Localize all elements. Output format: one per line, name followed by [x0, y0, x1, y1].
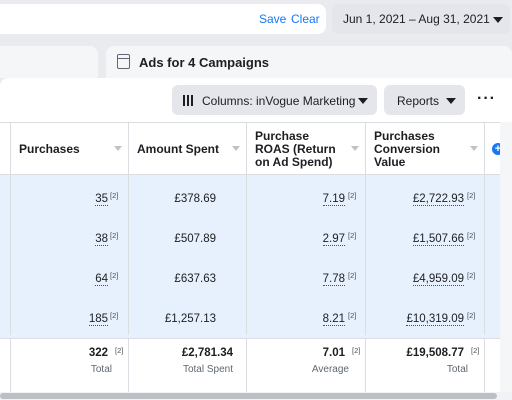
column-header-amount-spent[interactable]: Amount Spent [129, 123, 247, 175]
roas-cell[interactable]: 8.21 [322, 313, 345, 326]
table-row[interactable]: 64 [2] £637.63 7.78 [2] £4,959.09 [2] [0, 255, 497, 295]
footnote-marker: [2] [115, 346, 124, 355]
footnote-marker: [2] [348, 271, 357, 280]
horizontal-scrollbar-thumb[interactable] [0, 393, 497, 399]
average-roas: 7.01 [322, 347, 345, 359]
clear-button[interactable]: Clear [291, 12, 320, 26]
footnote-marker: [2] [348, 311, 357, 320]
roas-cell[interactable]: 2.97 [322, 233, 345, 246]
sort-icon[interactable] [232, 146, 240, 151]
total-amount-spent: £2,781.34 [181, 347, 233, 359]
table-header: Purchases Amount Spent Purchase ROAS (Re… [0, 122, 512, 175]
column-header-label: Purchases [374, 129, 435, 143]
total-amount-spent-label: Total Spent [182, 364, 233, 375]
conversion-value-cell[interactable]: £4,959.09 [412, 273, 464, 286]
date-range-picker[interactable]: Jun 1, 2021 – Aug 31, 2021 [332, 4, 510, 34]
total-purchases: 322 [88, 347, 108, 359]
footnote-marker: [2] [110, 311, 119, 320]
amount-spent-cell: £507.89 [174, 233, 216, 245]
column-header-label: Purchases [19, 142, 80, 156]
footnote-marker: [2] [467, 231, 476, 240]
total-conversion-value: £19,508.77 [406, 347, 464, 359]
footnote-marker: [2] [348, 191, 357, 200]
footnote-marker: [2] [467, 271, 476, 280]
columns-button[interactable]: Columns: inVogue Marketing [172, 85, 377, 115]
total-conversion-value-label: Total [446, 364, 468, 375]
columns-button-label: Columns: inVogue Marketing [202, 94, 356, 108]
footnote-marker: [2] [348, 231, 357, 240]
purchases-cell[interactable]: 38 [95, 233, 108, 246]
table-row[interactable]: 35 [2] £378.69 7.19 [2] £2,722.93 [2] [0, 175, 497, 215]
column-header-purchases[interactable]: Purchases [11, 123, 129, 175]
amount-spent-cell: £1,257.13 [164, 313, 216, 325]
roas-cell[interactable]: 7.78 [322, 273, 345, 286]
footnote-marker: [2] [110, 231, 119, 240]
column-header-label: Purchase [255, 129, 310, 143]
save-button[interactable]: Save [259, 12, 287, 26]
column-header-conversion-value[interactable]: Purchases Conversion Value [366, 123, 485, 175]
footnote-marker: [2] [467, 191, 476, 200]
total-purchases-label: Total [90, 364, 112, 375]
purchases-cell[interactable]: 64 [95, 273, 108, 286]
purchases-cell[interactable]: 35 [95, 193, 108, 206]
reports-button-label: Reports [397, 94, 440, 108]
chevron-down-icon [358, 98, 368, 104]
column-header-label: on Ad Spend) [255, 155, 333, 169]
ads-tab-label: Ads for 4 Campaigns [139, 55, 270, 70]
reports-button[interactable]: Reports [384, 85, 465, 115]
table-row[interactable]: 185 [2] £1,257.13 8.21 [2] £10,319.09 [2] [0, 295, 497, 335]
columns-icon [183, 95, 195, 106]
campaigns-tab[interactable] [0, 46, 98, 78]
chevron-down-icon [493, 17, 503, 23]
sort-icon[interactable] [470, 146, 478, 151]
date-range-label: Jun 1, 2021 – Aug 31, 2021 [343, 12, 490, 26]
conversion-value-cell[interactable]: £1,507.66 [412, 233, 464, 246]
conversion-value-cell[interactable]: £10,319.09 [406, 313, 464, 326]
amount-spent-cell: £378.69 [174, 193, 216, 205]
average-roas-label: Average [311, 364, 349, 375]
chevron-down-icon [446, 98, 456, 104]
sort-icon[interactable] [351, 146, 359, 151]
purchases-cell[interactable]: 185 [88, 313, 108, 326]
conversion-value-cell[interactable]: £2,722.93 [412, 193, 464, 206]
more-options-icon[interactable]: ··· [477, 90, 496, 107]
ad-icon [117, 54, 130, 69]
footnote-marker: [2] [467, 311, 476, 320]
ads-table: Purchases Amount Spent Purchase ROAS (Re… [0, 122, 512, 400]
column-header-name[interactable] [0, 123, 11, 175]
amount-spent-cell: £637.63 [174, 273, 216, 285]
totals-row: 322 [2] Total £2,781.34 Total Spent 7.01… [0, 338, 512, 395]
roas-cell[interactable]: 7.19 [322, 193, 345, 206]
footnote-marker: [2] [471, 346, 480, 355]
vertical-scrollbar[interactable] [500, 122, 512, 392]
footnote-marker: [2] [110, 191, 119, 200]
footnote-marker: [2] [352, 346, 361, 355]
table-body: 35 [2] £378.69 7.19 [2] £2,722.93 [2] 38 [2]… [0, 175, 512, 338]
footnote-marker: [2] [110, 271, 119, 280]
filter-bar[interactable] [0, 4, 326, 34]
column-header-purchase-roas[interactable]: Purchase ROAS (Return on Ad Spend) [247, 123, 366, 175]
top-toolbar: Save Clear Jun 1, 2021 – Aug 31, 2021 [0, 0, 512, 37]
column-header-label: Conversion [374, 142, 441, 156]
tab-ads[interactable]: Ads for 4 Campaigns [106, 46, 512, 78]
table-row[interactable]: 38 [2] £507.89 2.97 [2] £1,507.66 [2] [0, 215, 497, 255]
column-header-label: ROAS (Return [255, 142, 336, 156]
column-header-label: Value [374, 155, 406, 169]
sort-icon[interactable] [114, 146, 122, 151]
column-header-label: Amount Spent [137, 142, 219, 156]
